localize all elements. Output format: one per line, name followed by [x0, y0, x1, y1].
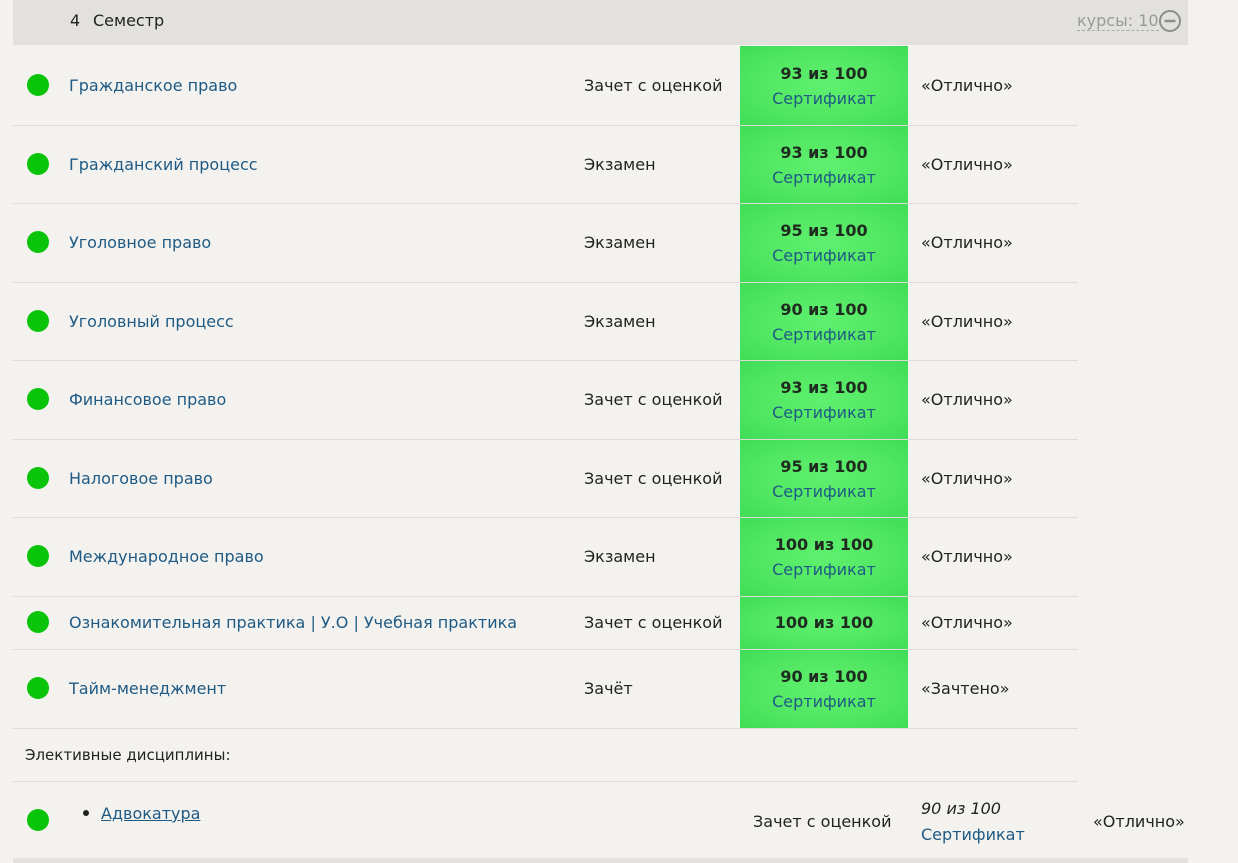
list-bullet — [83, 810, 89, 816]
score-value: 90 из 100 — [780, 299, 868, 319]
status-dot — [27, 231, 49, 253]
score-value: 93 из 100 — [780, 63, 868, 83]
status-dot — [27, 309, 49, 332]
score-cell: 90 из 100 Сертификат — [740, 283, 908, 360]
status-dot — [27, 545, 49, 567]
score-cell: 95 из 100 Сертификат — [740, 440, 908, 517]
status-dot — [27, 466, 49, 489]
score-cell: 100 из 100 Сертификат — [740, 518, 908, 596]
score-cell: 90 из 100 Сертификат — [740, 650, 908, 728]
course-row: Уголовное право Экзамен 95 из 100 Сертифика… — [13, 204, 1078, 283]
score-value: 93 из 100 — [780, 378, 868, 397]
course-link[interactable]: Налоговое право — [69, 468, 213, 488]
status-dot — [27, 152, 49, 175]
score-value: 93 из 100 — [780, 142, 868, 162]
courses-count-toggle[interactable]: курсы: 10 — [1077, 11, 1159, 31]
course-row: Тайм-менеджмент Зачёт 90 из 100 Сертификат «… — [13, 650, 1078, 729]
score-cell: 93 из 100 Сертификат — [740, 361, 908, 439]
score-value: 90 из 100 — [780, 667, 868, 686]
exam-type: Зачет с оценкой — [584, 75, 723, 95]
score-cell: 93 из 100 Сертификат — [740, 126, 908, 203]
elective-course-link[interactable]: Адвокатура — [101, 804, 201, 823]
score-cell: 93 из 100 Сертификат — [740, 46, 908, 125]
course-link[interactable]: Гражданский процесс — [69, 154, 258, 174]
elective-grade: «Отлично» — [1093, 812, 1185, 831]
course-link[interactable]: Международное право — [69, 547, 264, 566]
course-row: Уголовный процесс Экзамен 90 из 100 Сертифи… — [13, 283, 1078, 361]
certificate-link[interactable]: Сертификат — [772, 246, 876, 265]
elective-row: Адвокатура Зачет с оценкой 90 из 100 Сер… — [13, 782, 1188, 858]
exam-type: Экзамен — [584, 233, 656, 252]
grade-label: «Отлично» — [921, 390, 1013, 409]
course-row: Налоговое право Зачет с оценкой 95 из 100 С… — [13, 440, 1078, 518]
course-row: Международное право Экзамен 100 из 100 Серт… — [13, 518, 1078, 597]
course-link[interactable]: Ознакомительная практика | У.О | Учебная… — [69, 613, 518, 632]
certificate-link[interactable]: Сертификат — [772, 692, 876, 711]
course-row: Ознакомительная практика | У.О | Учебная… — [13, 597, 1078, 650]
grade-label: «Отлично» — [921, 468, 1013, 488]
certificate-link[interactable]: Сертификат — [772, 481, 876, 501]
score-value: 95 из 100 — [780, 221, 868, 240]
electives-label: Элективные дисциплины: — [25, 746, 231, 764]
status-dot — [27, 809, 49, 831]
course-row: Финансовое право Зачет с оценкой 93 из 100… — [13, 361, 1078, 440]
course-link[interactable]: Уголовный процесс — [69, 311, 234, 331]
semester-title: Семестр — [93, 11, 165, 30]
score-value: 100 из 100 — [774, 535, 874, 554]
score-cell: 95 из 100 Сертификат — [740, 204, 908, 282]
exam-type: Экзамен — [584, 547, 656, 566]
grade-label: «Отлично» — [921, 233, 1013, 252]
exam-type: Экзамен — [584, 154, 656, 174]
elective-exam-type: Зачет с оценкой — [753, 812, 892, 831]
status-dot — [27, 611, 49, 633]
status-dot — [27, 73, 49, 96]
certificate-link[interactable]: Сертификат — [772, 560, 876, 579]
course-row: Гражданское право Зачет с оценкой 93 из 10… — [13, 46, 1078, 126]
status-dot — [27, 677, 49, 699]
exam-type: Зачет с оценкой — [584, 468, 723, 488]
grade-label: «Отлично» — [921, 75, 1013, 95]
grade-label: «Отлично» — [921, 154, 1013, 174]
certificate-link[interactable]: Сертификат — [772, 88, 876, 108]
certificate-link[interactable]: Сертификат — [772, 324, 876, 344]
semester-number: 4 — [70, 11, 81, 30]
course-link[interactable]: Уголовное право — [69, 233, 212, 252]
score-cell: 100 из 100 — [740, 597, 908, 649]
grade-label: «Отлично» — [921, 613, 1013, 632]
grade-label: «Зачтено» — [921, 679, 1010, 698]
course-link[interactable]: Гражданское право — [69, 75, 238, 95]
grade-label: «Отлично» — [921, 547, 1013, 566]
course-link[interactable]: Тайм-менеджмент — [69, 679, 227, 698]
certificate-link[interactable]: Сертификат — [772, 403, 876, 422]
grade-label: «Отлично» — [921, 311, 1013, 331]
course-link[interactable]: Финансовое право — [69, 390, 227, 409]
exam-type: Экзамен — [584, 311, 656, 331]
minus-circle-icon[interactable] — [1158, 9, 1182, 33]
semester-header[interactable]: 4 Семестр курсы: 10 — [13, 0, 1188, 45]
electives-header: Элективные дисциплины: — [13, 729, 1078, 782]
score-value: 95 из 100 — [780, 456, 868, 476]
course-row: Гражданский процесс Экзамен 93 из 100 Серти… — [13, 126, 1078, 204]
exam-type: Зачет с оценкой — [584, 390, 723, 409]
certificate-link[interactable]: Сертификат — [772, 167, 876, 187]
elective-certificate-link[interactable]: Сертификат — [921, 825, 1025, 844]
exam-type: Зачет с оценкой — [584, 613, 723, 632]
elective-score: 90 из 100 — [921, 799, 1001, 818]
score-value: 100 из 100 — [774, 613, 874, 632]
panel-bottom-border — [13, 858, 1188, 863]
exam-type: Зачёт — [584, 679, 633, 698]
status-dot — [27, 388, 49, 410]
